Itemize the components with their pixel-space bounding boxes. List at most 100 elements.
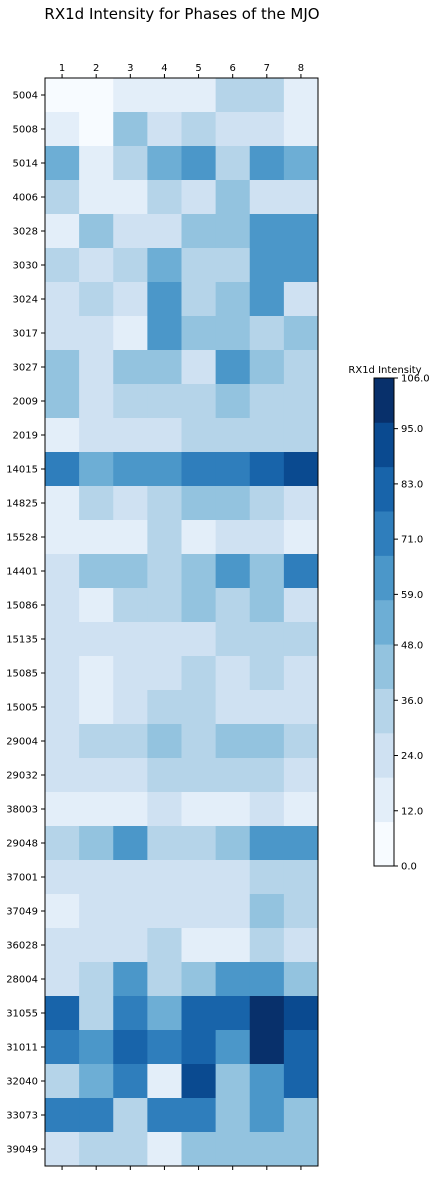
heatmap-cell <box>113 860 148 895</box>
colorbar-segment <box>374 422 394 468</box>
heatmap-cell <box>79 690 114 725</box>
colorbar-segment <box>374 644 394 689</box>
heatmap-cell <box>249 928 285 963</box>
heatmap-cell <box>215 146 251 181</box>
y-tick-label: 5014 <box>13 159 38 170</box>
heatmap-cell <box>79 418 114 453</box>
heatmap-cell <box>45 248 80 283</box>
heatmap-cell <box>249 894 285 929</box>
x-tick-label: 3 <box>127 63 133 74</box>
heatmap-cell <box>215 1132 251 1167</box>
heatmap-cell <box>215 554 251 589</box>
heatmap-cell <box>113 452 148 487</box>
heatmap-cell <box>147 758 182 793</box>
heatmap-cell <box>215 894 251 929</box>
heatmap-cell <box>45 690 80 725</box>
heatmap-cell <box>249 690 285 725</box>
y-tick-label: 15528 <box>6 533 38 544</box>
heatmap-cell <box>147 894 182 929</box>
heatmap-cell <box>113 146 148 181</box>
colorbar-segment <box>374 511 394 556</box>
heatmap-cell <box>283 282 319 317</box>
heatmap-cell <box>249 486 285 521</box>
heatmap-cell <box>249 180 285 215</box>
heatmap-cell <box>283 826 319 861</box>
heatmap-cell <box>181 1030 217 1065</box>
y-tick-label: 15135 <box>6 635 38 646</box>
heatmap-cell <box>45 554 80 589</box>
heatmap-cell <box>283 894 319 929</box>
heatmap-cell <box>113 1098 148 1133</box>
heatmap-cell <box>79 826 114 861</box>
heatmap-cell <box>215 1030 251 1065</box>
heatmap-cell <box>79 758 114 793</box>
heatmap-cell <box>45 112 80 147</box>
heatmap-cell <box>147 826 182 861</box>
heatmap-cell <box>45 180 80 215</box>
y-tick-label: 33073 <box>6 1111 38 1122</box>
heatmap-cell <box>113 792 148 827</box>
heatmap-cell <box>113 962 148 997</box>
heatmap-cell <box>45 316 80 351</box>
heatmap-cell <box>113 928 148 963</box>
heatmap-cell <box>283 418 319 453</box>
heatmap-cell <box>181 214 217 249</box>
colorbar-tick-label: 106.0 <box>401 374 430 385</box>
heatmap-cell <box>45 656 80 691</box>
heatmap-cell <box>147 350 182 385</box>
heatmap-cell <box>45 996 80 1031</box>
heatmap-cell <box>45 214 80 249</box>
heatmap-cell <box>79 554 114 589</box>
heatmap-cell <box>249 724 285 759</box>
heatmap-cells <box>45 78 319 1167</box>
heatmap-cell <box>45 724 80 759</box>
heatmap-cell <box>215 248 251 283</box>
colorbar-segment <box>374 688 394 734</box>
heatmap-cell <box>215 758 251 793</box>
heatmap-cell <box>181 792 217 827</box>
x-tick-label: 6 <box>230 63 236 74</box>
heatmap-cell <box>79 928 114 963</box>
heatmap-cell <box>181 282 217 317</box>
y-tick-label: 37001 <box>6 873 38 884</box>
heatmap-cell <box>45 452 80 487</box>
heatmap-cell <box>45 520 80 555</box>
heatmap-cell <box>79 724 114 759</box>
heatmap-cell <box>79 860 114 895</box>
heatmap-cell <box>181 894 217 929</box>
heatmap-cell <box>147 520 182 555</box>
heatmap-cell <box>249 248 285 283</box>
heatmap-cell <box>283 520 319 555</box>
heatmap-cell <box>181 826 217 861</box>
heatmap-cell <box>215 282 251 317</box>
heatmap-cell <box>45 384 80 419</box>
heatmap-cell <box>249 214 285 249</box>
heatmap-cell <box>181 520 217 555</box>
heatmap-cell <box>215 690 251 725</box>
heatmap-cell <box>79 1098 114 1133</box>
heatmap-cell <box>215 418 251 453</box>
colorbar-segment <box>374 466 394 512</box>
colorbar-title: RX1d Intensity <box>348 365 421 376</box>
heatmap-cell <box>249 758 285 793</box>
heatmap-cell <box>215 316 251 351</box>
heatmap-cell <box>283 1098 319 1133</box>
heatmap-cell <box>147 384 182 419</box>
heatmap-cell <box>283 622 319 657</box>
heatmap-cell <box>79 1132 114 1167</box>
heatmap-cell <box>79 146 114 181</box>
colorbar-segment <box>374 599 394 645</box>
heatmap-cell <box>79 622 114 657</box>
heatmap-cell <box>181 78 217 113</box>
heatmap-cell <box>181 1098 217 1133</box>
heatmap-cell <box>215 860 251 895</box>
heatmap-cell <box>79 350 114 385</box>
heatmap-cell <box>113 418 148 453</box>
y-tick-label: 37049 <box>6 907 38 918</box>
heatmap-cell <box>147 724 182 759</box>
heatmap-cell <box>215 656 251 691</box>
heatmap-cell <box>113 1064 148 1099</box>
heatmap-cell <box>147 622 182 657</box>
colorbar-ticks: 0.0 12.0 24.0 36.0 48.0 59.0 71.0 83.0 95.0 106.0 <box>394 374 430 873</box>
